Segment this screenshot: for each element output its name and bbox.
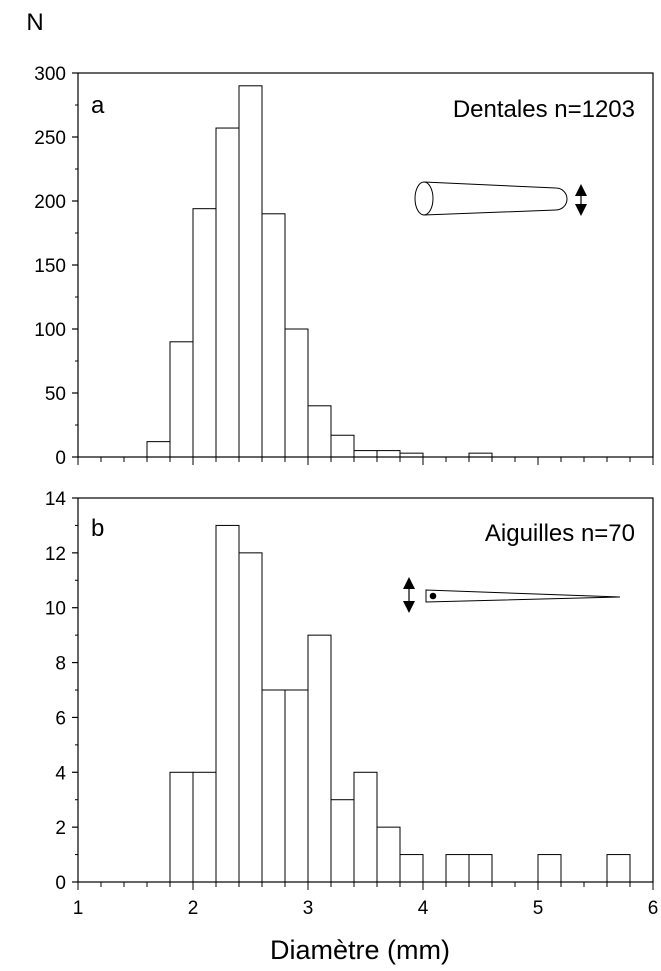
panel-a-bar [215, 127, 240, 458]
panel-b-bars [169, 524, 631, 883]
panel-b-bar [192, 771, 217, 883]
panel-b-bar [330, 799, 355, 883]
tapered-tube-icon [414, 181, 587, 216]
x-tick-label: 2 [188, 898, 199, 919]
panel-a-bar [238, 85, 263, 458]
panel-b-letter: b [91, 515, 104, 542]
panel-b-bar [215, 524, 240, 883]
panel-b-y-tick-label: 0 [55, 873, 66, 894]
panel-b-y-tick-label: 14 [45, 489, 67, 510]
panel-b-bar [169, 771, 194, 883]
panel-a-y-tick-label: 100 [34, 320, 66, 341]
panel-b-bar [468, 854, 493, 883]
panel-a-letter: a [91, 92, 105, 119]
panel-a-bar [330, 434, 355, 458]
panel-b-bar [537, 854, 562, 883]
panel-a-annotation: Dentales n=1203 [453, 96, 635, 123]
x-tick-label: 5 [533, 898, 544, 919]
x-tick-label: 3 [303, 898, 314, 919]
panel-a-y-ticks: 0 50 100 150 200 250 300 [34, 64, 78, 469]
panel-a-x-ticks [77, 457, 654, 465]
panel-b-bar [353, 771, 378, 883]
panel-a-y-tick-label: 50 [45, 384, 66, 405]
panel-a-y-tick-label: 300 [34, 64, 66, 85]
panel-b-y-ticks: 0 2 4 6 8 10 12 14 [45, 489, 78, 894]
panel-a-y-tick-label: 0 [55, 448, 66, 469]
panel-b-bar [445, 854, 470, 883]
panel-b-y-tick-label: 4 [55, 763, 66, 784]
panel-a-bar [192, 208, 217, 458]
panel-b-bar [606, 854, 631, 883]
panel-a-y-tick-label: 150 [34, 256, 66, 277]
panel-b-annotation: Aiguilles n=70 [485, 520, 635, 547]
panel-b-y-tick-label: 2 [55, 818, 66, 839]
panel-a-bar [284, 328, 309, 458]
panel-b-bar [284, 689, 309, 883]
x-tick-label: 1 [73, 898, 84, 919]
panel-b-y-tick-label: 12 [45, 544, 66, 565]
panel-b-bar [399, 854, 424, 883]
panel-b-y-tick-label: 6 [55, 708, 66, 729]
panel-b-y-tick-label: 8 [55, 654, 66, 675]
y-axis-symbol: N [26, 9, 43, 36]
panel-a-bar [146, 441, 171, 458]
panel-b: 0 2 4 6 8 10 12 14 b Aiguilles n=70 [45, 489, 654, 894]
x-tick-label: 4 [418, 898, 429, 919]
panel-a-bar [376, 450, 401, 458]
panel-b-frame [77, 497, 654, 883]
panel-b-bar [307, 634, 332, 883]
panel-a: 0 50 100 150 200 250 300 a Dentales n=1203 [34, 64, 654, 469]
panel-b-bar [376, 826, 401, 883]
x-axis-tick-labels: 1 2 3 4 5 6 [73, 898, 659, 919]
panel-b-bar [238, 552, 263, 883]
panel-a-y-tick-label: 250 [34, 128, 66, 149]
panel-a-y-tick-label: 200 [34, 192, 66, 213]
x-axis-label: Diamètre (mm) [270, 935, 450, 965]
panel-b-y-tick-label: 10 [45, 599, 66, 620]
panel-a-frame [77, 72, 654, 458]
panel-b-x-ticks [77, 882, 654, 890]
panel-a-bar [261, 213, 286, 458]
needle-icon [403, 577, 621, 613]
panel-a-bar [307, 405, 332, 458]
x-tick-label: 6 [648, 898, 659, 919]
panel-b-bar [261, 689, 286, 883]
panel-a-bar [169, 341, 194, 458]
panel-a-bars [146, 85, 493, 458]
panel-a-bar [353, 450, 378, 458]
